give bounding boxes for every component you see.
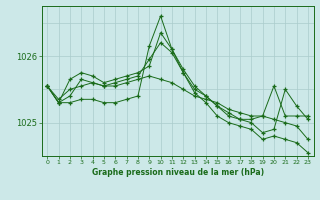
X-axis label: Graphe pression niveau de la mer (hPa): Graphe pression niveau de la mer (hPa) [92, 168, 264, 177]
